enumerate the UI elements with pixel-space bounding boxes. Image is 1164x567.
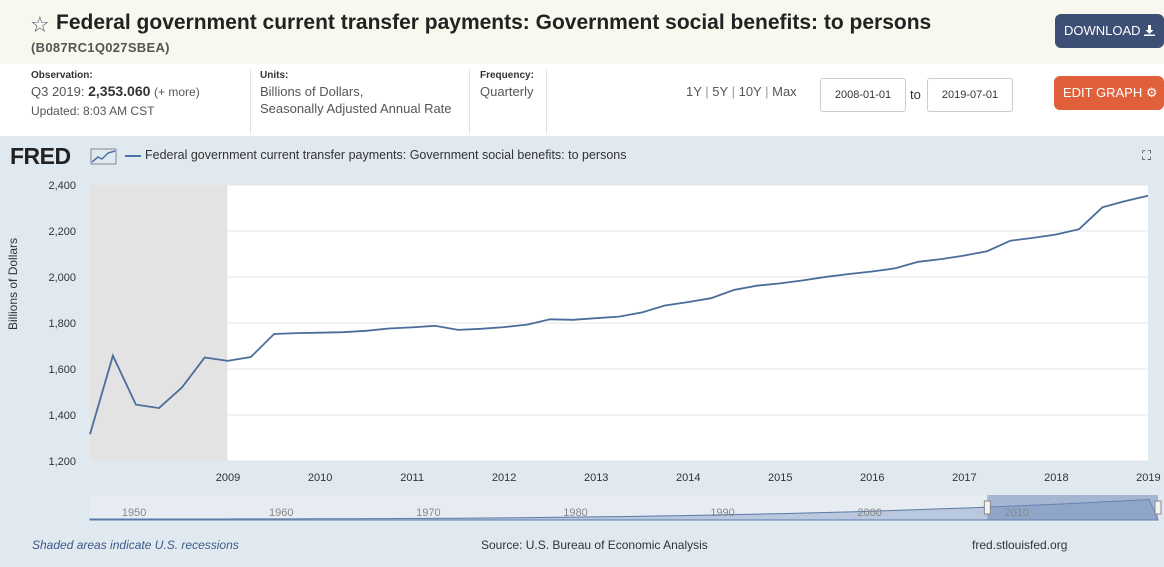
- site-link[interactable]: fred.stlouisfed.org: [972, 538, 1068, 552]
- recession-note: Shaded areas indicate U.S. recessions: [32, 538, 239, 552]
- source-text: Source: U.S. Bureau of Economic Analysis: [481, 538, 708, 552]
- units-block: Units: Billions of Dollars, Seasonally A…: [260, 70, 465, 134]
- edit-graph-label: EDIT GRAPH: [1063, 85, 1143, 100]
- observation-period: Q3 2019:: [31, 84, 85, 99]
- divider: [250, 70, 251, 134]
- divider: [469, 70, 470, 134]
- observation-row: Q3 2019: 2,353.060 (+ more): [31, 83, 246, 101]
- range-10y-button[interactable]: 10Y: [738, 84, 762, 99]
- frequency-value: Quarterly: [480, 84, 534, 99]
- frequency-block: Frequency: Quarterly: [480, 70, 545, 134]
- units-label: Units:: [260, 70, 289, 81]
- observation-label: Observation:: [31, 70, 93, 81]
- range-1y-button[interactable]: 1Y: [686, 84, 702, 99]
- to-label: to: [910, 87, 921, 102]
- page-title: Federal government current transfer paym…: [56, 11, 932, 34]
- download-icon: [1144, 23, 1156, 38]
- end-date-input[interactable]: 2019-07-01: [927, 78, 1013, 112]
- expand-icon[interactable]: ⛶: [1142, 148, 1152, 163]
- divider: [546, 70, 547, 134]
- observation-value: 2,353.060: [88, 83, 151, 99]
- y-axis-title: Billions of Dollars: [6, 237, 20, 330]
- legend-swatch: [125, 155, 141, 157]
- edit-graph-button[interactable]: EDIT GRAPH ⚙: [1054, 76, 1164, 110]
- fred-logo-chart-icon: [90, 148, 117, 165]
- range-buttons: 1Y | 5Y | 10Y | Max: [686, 84, 797, 99]
- observation-block: Observation: Q3 2019: 2,353.060 (+ more)…: [31, 70, 246, 134]
- gear-icon: ⚙: [1145, 85, 1158, 100]
- range-max-button[interactable]: Max: [772, 84, 797, 99]
- fred-logo: FRED: [10, 143, 71, 169]
- units-line1: Billions of Dollars,: [260, 84, 364, 99]
- star-icon[interactable]: ☆: [30, 12, 50, 37]
- start-date-input[interactable]: 2008-01-01: [820, 78, 906, 112]
- download-label: DOWNLOAD: [1064, 23, 1141, 38]
- frequency-label: Frequency:: [480, 70, 534, 81]
- updated-text: Updated: 8:03 AM CST: [31, 104, 155, 118]
- legend-label: Federal government current transfer paym…: [145, 148, 627, 162]
- header-bar: ☆ Federal government current transfer pa…: [0, 0, 1164, 64]
- range-5y-button[interactable]: 5Y: [712, 84, 728, 99]
- more-link[interactable]: (+ more): [154, 85, 200, 99]
- chart-frame: [0, 136, 1164, 567]
- units-line2: Seasonally Adjusted Annual Rate: [260, 101, 452, 116]
- download-button[interactable]: DOWNLOAD: [1055, 14, 1164, 48]
- series-id: (B087RC1Q027SBEA): [31, 40, 170, 55]
